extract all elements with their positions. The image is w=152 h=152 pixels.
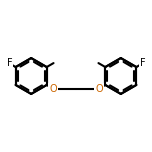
Text: F: F <box>7 59 12 68</box>
Text: O: O <box>95 84 103 93</box>
Text: O: O <box>49 84 57 93</box>
Text: F: F <box>140 59 145 68</box>
